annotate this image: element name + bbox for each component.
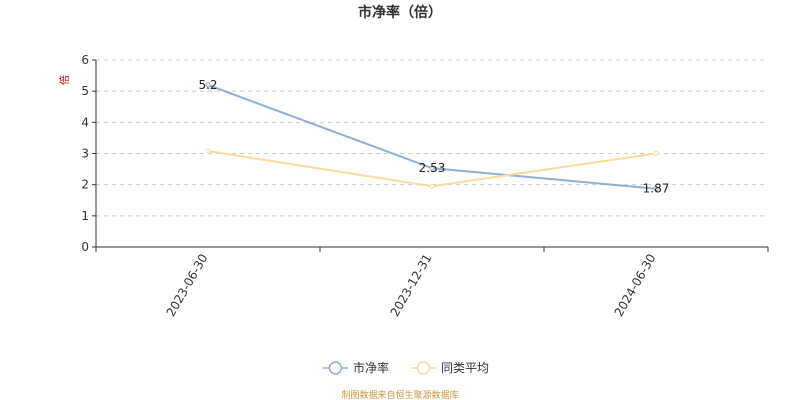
- y-tick-label: 0: [81, 240, 89, 254]
- data-label: 2.53: [419, 161, 446, 175]
- legend-item[interactable]: 同类平均: [411, 361, 489, 375]
- source-note: 制图数据来自恒生聚源数据库: [341, 389, 458, 400]
- y-tick-label: 6: [81, 53, 89, 67]
- legend[interactable]: 市净率 同类平均: [323, 360, 489, 375]
- chart-title: 市净率（倍）: [358, 4, 442, 21]
- y-tick-label: 3: [81, 147, 89, 161]
- y-tick-label: 1: [81, 209, 89, 223]
- x-ticks: 2023-06-30 2023-12-31 2024-06-30: [95, 247, 769, 319]
- x-tick-label: 2023-12-31: [388, 252, 435, 319]
- data-point: [205, 148, 211, 154]
- series-1: 5.2 2.53 1.87: [198, 78, 669, 196]
- legend-label: 市净率: [353, 360, 389, 375]
- data-point: [205, 82, 211, 88]
- legend-marker: [328, 361, 343, 375]
- y-tick-label: 4: [81, 115, 89, 129]
- data-point: [429, 165, 435, 171]
- y-axis-label: 倍: [58, 75, 71, 85]
- series-2: [205, 148, 659, 189]
- x-tick-label: 2024-06-30: [612, 252, 659, 319]
- data-label: 5.2: [198, 78, 217, 92]
- series: 5.2 2.53 1.87: [198, 78, 669, 196]
- y-ticks: 0 1 2 3 4 5 6: [81, 53, 96, 254]
- data-point: [429, 183, 435, 189]
- x-tick-label: 2023-06-30: [164, 252, 211, 319]
- legend-label: 同类平均: [441, 361, 489, 375]
- y-tick-label: 2: [81, 178, 89, 192]
- data-point: [653, 151, 659, 156]
- legend-marker: [416, 361, 431, 375]
- y-tick-label: 5: [81, 84, 89, 98]
- legend-item[interactable]: 市净率: [323, 360, 389, 375]
- data-point: [653, 186, 659, 192]
- data-label: 1.87: [643, 182, 670, 196]
